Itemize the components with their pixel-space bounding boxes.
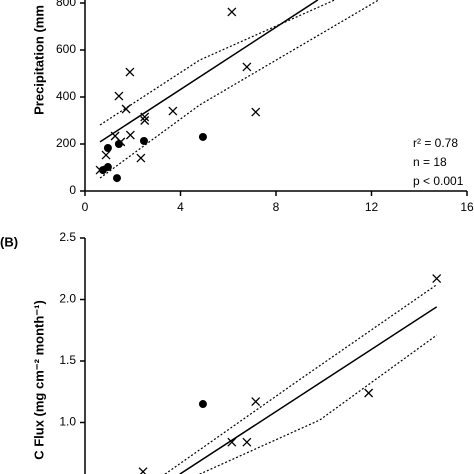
point <box>227 437 237 447</box>
ci-lower <box>199 334 438 474</box>
point <box>114 140 123 148</box>
y-tick-label: 0 <box>69 183 76 197</box>
point <box>112 174 121 183</box>
annotation: r² = 0.78 <box>413 136 458 150</box>
x-tick-label: 16 <box>460 200 474 214</box>
point <box>103 143 112 152</box>
y-tick-label: 400 <box>56 89 76 103</box>
annotation: n = 18 <box>413 155 447 169</box>
point <box>242 62 252 72</box>
point <box>125 130 135 140</box>
ci-upper <box>99 0 335 126</box>
annotation: p < 0.001 <box>413 174 464 188</box>
y-tick-label: 1.5 <box>59 353 76 367</box>
point <box>198 132 207 141</box>
y-tick-label: 600 <box>56 42 76 56</box>
point <box>114 91 124 101</box>
y-tick-label: 2.0 <box>59 292 76 306</box>
x-tick-label: 4 <box>177 200 184 214</box>
point <box>121 104 131 114</box>
point <box>251 107 261 117</box>
y-tick-label: 2.5 <box>59 230 76 244</box>
point <box>198 400 207 409</box>
panel-label: (B) <box>0 234 18 249</box>
fit-line <box>99 0 319 143</box>
x-tick-label: 0 <box>82 200 89 214</box>
point <box>103 163 112 172</box>
point <box>101 150 111 160</box>
ci-lower <box>99 0 379 179</box>
point <box>140 116 150 125</box>
point <box>138 467 148 474</box>
point <box>364 388 374 398</box>
fit-line <box>179 306 438 474</box>
point <box>251 397 261 407</box>
point <box>139 136 148 145</box>
point <box>242 437 252 447</box>
y-axis-title: C Flux (mg cm⁻² month⁻¹) <box>31 300 46 460</box>
y-tick-label: 800 <box>56 0 76 9</box>
y-tick-label: 200 <box>56 136 76 150</box>
point <box>125 67 135 77</box>
y-tick-label: 1.0 <box>59 415 76 429</box>
point <box>136 153 146 163</box>
x-tick-label: 12 <box>365 200 379 214</box>
ci-upper <box>164 284 438 474</box>
point <box>432 274 442 284</box>
y-axis-title: Precipitation (mm <box>31 5 46 115</box>
x-tick-label: 8 <box>273 200 280 214</box>
point <box>227 7 237 17</box>
point <box>168 106 178 116</box>
point <box>140 112 150 122</box>
